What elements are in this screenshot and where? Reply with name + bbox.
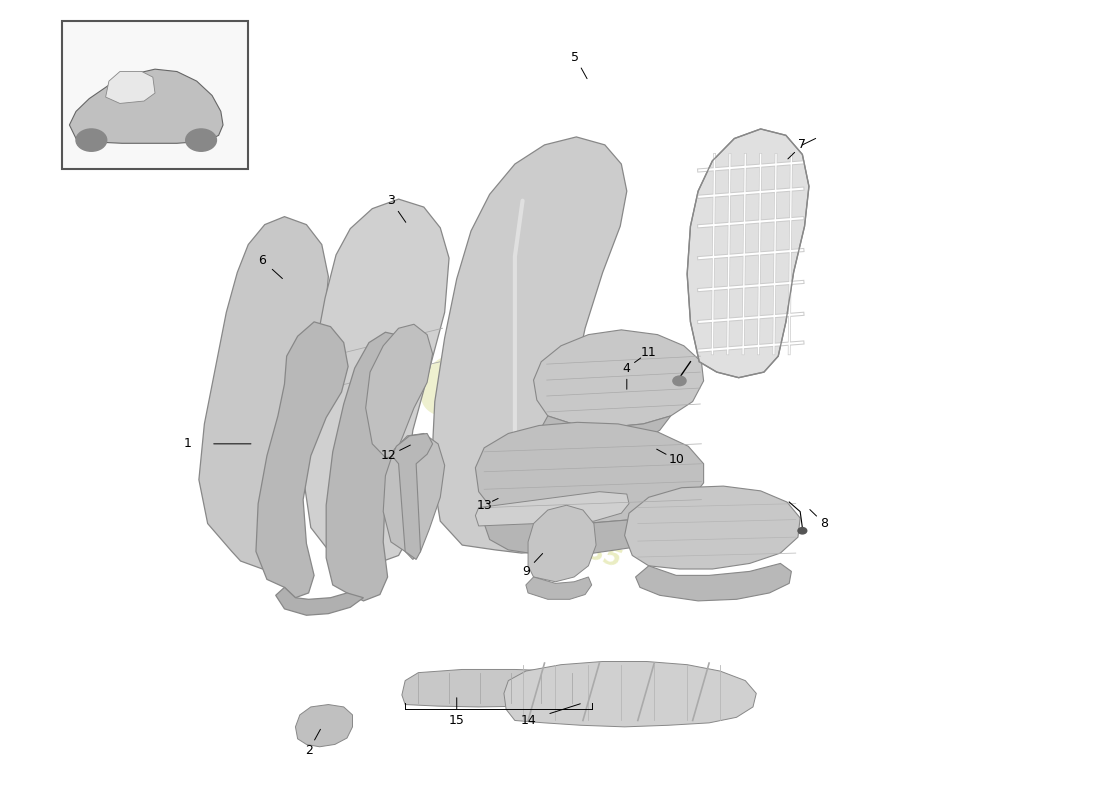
Polygon shape xyxy=(475,492,629,526)
Circle shape xyxy=(186,129,217,151)
Polygon shape xyxy=(504,662,757,727)
Text: 11: 11 xyxy=(641,346,657,358)
Polygon shape xyxy=(688,129,808,378)
Polygon shape xyxy=(625,486,800,569)
Polygon shape xyxy=(276,587,363,615)
Polygon shape xyxy=(541,416,671,452)
Polygon shape xyxy=(106,71,155,103)
Polygon shape xyxy=(475,422,704,522)
Polygon shape xyxy=(296,705,352,746)
Circle shape xyxy=(673,376,686,386)
Polygon shape xyxy=(534,330,704,427)
Text: 14: 14 xyxy=(520,714,536,727)
Text: 10: 10 xyxy=(668,454,684,466)
Polygon shape xyxy=(256,322,348,598)
Text: a passion for parts since 1985: a passion for parts since 1985 xyxy=(212,418,625,573)
Text: 2: 2 xyxy=(305,744,312,758)
Text: eurcp: eurcp xyxy=(208,330,563,438)
Polygon shape xyxy=(431,137,627,553)
Text: 6: 6 xyxy=(258,254,266,267)
Text: 8: 8 xyxy=(821,517,828,530)
Polygon shape xyxy=(69,69,223,143)
Polygon shape xyxy=(526,577,592,599)
Polygon shape xyxy=(199,217,329,569)
Text: 5: 5 xyxy=(571,50,580,64)
Text: 3: 3 xyxy=(387,194,395,207)
Polygon shape xyxy=(402,670,592,707)
Text: 4: 4 xyxy=(623,362,630,374)
Bar xyxy=(62,22,249,169)
Polygon shape xyxy=(392,434,432,559)
Text: 9: 9 xyxy=(521,565,530,578)
Polygon shape xyxy=(636,563,791,601)
Text: 1: 1 xyxy=(184,438,191,450)
Polygon shape xyxy=(327,332,420,601)
Text: 13: 13 xyxy=(476,498,492,512)
Polygon shape xyxy=(304,199,449,563)
Polygon shape xyxy=(528,506,596,582)
Text: 7: 7 xyxy=(799,138,806,151)
Polygon shape xyxy=(484,510,691,555)
Circle shape xyxy=(76,129,107,151)
Circle shape xyxy=(798,527,806,534)
Polygon shape xyxy=(383,434,444,559)
Text: 15: 15 xyxy=(449,714,464,727)
Text: 12: 12 xyxy=(381,450,397,462)
Polygon shape xyxy=(365,324,432,458)
